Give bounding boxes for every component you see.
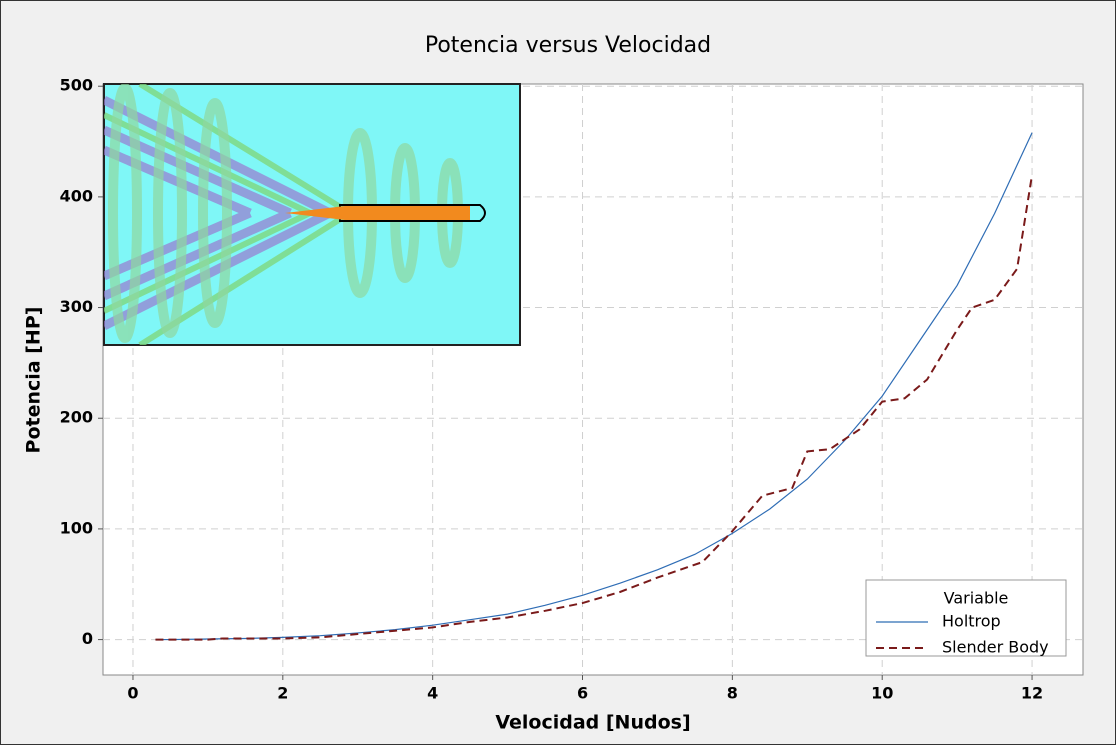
y-tick-label: 500 — [60, 76, 93, 95]
y-tick-label: 0 — [82, 629, 93, 648]
y-axis-label: Potencia [HP] — [23, 307, 45, 454]
legend-title: Variable — [944, 589, 1009, 608]
legend-box — [865, 579, 1067, 657]
x-tick-label: 6 — [577, 684, 588, 703]
y-tick-label: 100 — [60, 518, 93, 537]
x-tick-label: 8 — [727, 684, 738, 703]
hull-outline — [339, 204, 486, 222]
chart-title: Potencia versus Velocidad — [425, 33, 711, 58]
x-tick-label: 0 — [127, 684, 138, 703]
legend: Variable Holtrop Slender Body — [865, 579, 1067, 657]
inset-image — [103, 83, 521, 346]
hull-pressure — [285, 206, 470, 220]
series-line — [155, 174, 1034, 641]
legend-label: Holtrop — [942, 612, 1001, 631]
legend-label: Slender Body — [942, 638, 1049, 657]
x-tick-label: 4 — [427, 684, 438, 703]
x-tick-label: 2 — [277, 684, 288, 703]
x-tick-label: 12 — [1021, 684, 1043, 703]
series-line — [155, 132, 1033, 641]
y-tick-label: 400 — [60, 186, 93, 205]
y-tick-label: 300 — [60, 297, 93, 316]
x-axis-label: Velocidad [Nudos] — [495, 712, 690, 734]
y-tick-label: 200 — [60, 408, 93, 427]
x-tick-label: 10 — [871, 684, 893, 703]
